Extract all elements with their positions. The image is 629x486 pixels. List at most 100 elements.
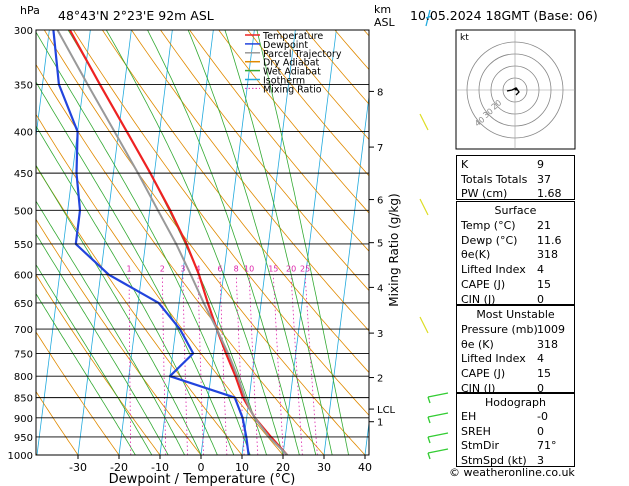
hodograph-storm-motion bbox=[514, 87, 518, 91]
km-tick-label: 2 bbox=[377, 374, 383, 385]
mixing-ratio-line bbox=[219, 274, 228, 455]
index-label: StmDir bbox=[461, 439, 500, 453]
legend-label: Wet Adiabat bbox=[263, 67, 321, 78]
location-label: 48°43'N 2°23'E 92m ASL bbox=[58, 8, 214, 23]
index-value: 318 bbox=[537, 337, 558, 351]
km-tick-label: 3 bbox=[377, 329, 383, 340]
index-row: StmDir 71° bbox=[461, 438, 570, 453]
index-row: θe(K) 318 bbox=[461, 247, 570, 262]
index-value: 318 bbox=[537, 248, 558, 262]
mixing-ratio-line bbox=[290, 274, 303, 455]
km-tick-label: 1 bbox=[377, 418, 383, 429]
index-value: 4 bbox=[537, 263, 544, 277]
surface-title: Surface bbox=[494, 204, 537, 217]
index-label: CIN (J) bbox=[461, 381, 496, 395]
index-label: Totals Totals bbox=[461, 172, 528, 186]
index-row: Lifted Index 4 bbox=[461, 351, 570, 366]
wind-barb bbox=[419, 316, 429, 334]
index-label: SREH bbox=[461, 424, 491, 438]
index-value: 11.6 bbox=[537, 233, 562, 247]
mixing-ratio-line bbox=[248, 274, 259, 455]
profile-lines bbox=[52, 30, 288, 455]
km-tick-label: 4 bbox=[377, 283, 383, 294]
km-tick-label: 7 bbox=[377, 143, 383, 154]
index-label: Lifted Index bbox=[461, 263, 526, 277]
wind-barb-flag bbox=[427, 436, 431, 444]
mixing-ratio-line bbox=[182, 274, 188, 455]
index-label: Temp (°C) bbox=[461, 219, 516, 232]
index-row: Lifted Index 4 bbox=[461, 262, 570, 277]
pressure-tick-label: 950 bbox=[14, 433, 33, 444]
isotherm-line bbox=[241, 30, 296, 455]
mixing-ratio-line bbox=[304, 274, 318, 455]
index-value: 37 bbox=[537, 172, 551, 186]
mixing-ratio-label: 10 bbox=[244, 265, 254, 274]
km-label: km bbox=[374, 3, 391, 16]
mixing-ratio-label: 4 bbox=[195, 265, 200, 274]
wind-barb bbox=[419, 113, 429, 131]
dry-adiabat-line bbox=[160, 30, 369, 292]
pressure-tick-label: 850 bbox=[14, 394, 33, 405]
isotherm-line bbox=[0, 30, 8, 455]
km-tick-label: 5 bbox=[377, 239, 383, 250]
wind-barb bbox=[419, 198, 429, 216]
index-row: EH -0 bbox=[461, 409, 570, 424]
pressure-tick-label: 1000 bbox=[8, 451, 33, 462]
index-label: StmSpd (kt) bbox=[461, 454, 527, 468]
wind-barb-flag bbox=[425, 15, 433, 19]
dry-adiabat-line bbox=[276, 30, 369, 141]
index-value: 71° bbox=[537, 439, 557, 453]
mixing-ratio-label: 6 bbox=[217, 265, 222, 274]
mixing-ratio-axis-title: Mixing Ratio (g/kg) bbox=[387, 193, 401, 306]
temp-tick-label: 40 bbox=[358, 461, 372, 474]
pressure-tick-label: 400 bbox=[14, 128, 33, 139]
temp-tick-label: 30 bbox=[317, 461, 331, 474]
index-label: K bbox=[461, 158, 469, 171]
index-label: Dewp (°C) bbox=[461, 233, 518, 247]
index-row: CIN (J) 0 bbox=[461, 381, 570, 396]
isotherm-line bbox=[77, 30, 132, 455]
most-unstable-title: Most Unstable bbox=[476, 308, 555, 321]
index-row: θe (K) 318 bbox=[461, 337, 570, 352]
dry-adiabat-line bbox=[36, 390, 79, 455]
wind-barbs bbox=[419, 9, 449, 460]
index-value: 21 bbox=[537, 219, 551, 232]
legend-label: Mixing Ratio bbox=[263, 84, 322, 95]
index-row: Pressure (mb) 1009 bbox=[461, 322, 570, 337]
dry-adiabat-line bbox=[189, 30, 369, 252]
index-row: CAPE (J) 15 bbox=[461, 366, 570, 381]
temp-tick-label: 20 bbox=[276, 461, 290, 474]
wind-barb-flag bbox=[427, 396, 431, 404]
mixing-ratio-label: 8 bbox=[234, 265, 239, 274]
index-value: 0 bbox=[537, 381, 544, 395]
km-tick-label: 8 bbox=[377, 87, 383, 98]
isotherm-line bbox=[36, 30, 50, 140]
wind-barb bbox=[427, 448, 449, 454]
mixing-ratio-label: 25 bbox=[300, 265, 310, 274]
mixing-ratio-line bbox=[197, 274, 204, 455]
mixing-ratio-label: 1 bbox=[127, 265, 132, 274]
pressure-tick-label: 800 bbox=[14, 372, 33, 383]
pressure-tick-label: 750 bbox=[14, 349, 33, 360]
series-parcel-trajectory bbox=[56, 30, 288, 455]
pressure-tick-label: 300 bbox=[14, 26, 33, 37]
index-row: CIN (J) 0 bbox=[461, 292, 570, 307]
legend-label: Parcel Trajectory bbox=[263, 49, 342, 60]
pressure-tick-label: 550 bbox=[14, 240, 33, 251]
dry-adiabat-line bbox=[247, 30, 369, 177]
temp-tick-label: 10 bbox=[235, 461, 249, 474]
pressure-tick-label: 350 bbox=[14, 80, 33, 91]
index-value: 15 bbox=[537, 277, 551, 291]
index-row: CAPE (J) 15 bbox=[461, 277, 570, 292]
hodograph-frame bbox=[455, 29, 576, 150]
index-value: 1009 bbox=[537, 323, 565, 336]
temp-tick-label: -30 bbox=[69, 461, 87, 474]
legend-label: Dry Adiabat bbox=[263, 58, 320, 69]
index-value: -0 bbox=[537, 410, 548, 423]
km-tick-label: LCL bbox=[377, 405, 396, 416]
axes: 3003504004505005506006507007508008509009… bbox=[8, 26, 396, 474]
mixing-ratio-line bbox=[161, 274, 167, 455]
